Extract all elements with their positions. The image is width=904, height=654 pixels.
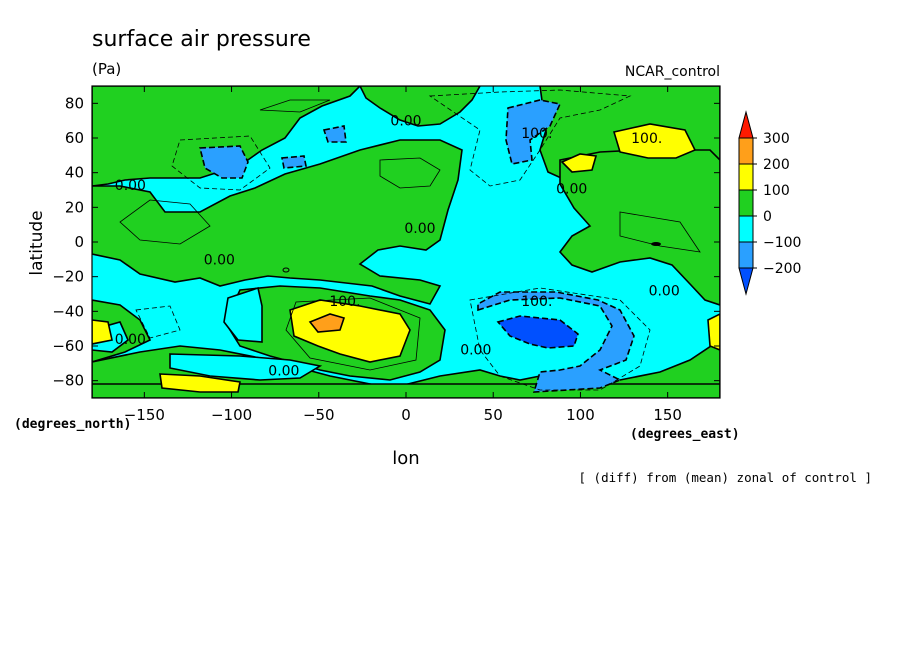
contour-label: 0.00 <box>649 284 680 300</box>
pocket-south-polar <box>169 353 323 381</box>
x-tick-label: −100 <box>211 406 252 424</box>
y-tick-label: 40 <box>65 164 84 182</box>
y-tick-label: −60 <box>52 337 84 355</box>
x-tick-label: −150 <box>124 406 165 424</box>
high-east-edge <box>707 313 720 351</box>
contour-label: 100. <box>521 126 552 142</box>
contour-label: 0.00 <box>556 181 587 197</box>
y-tick-label: 60 <box>65 129 84 147</box>
colorbar: 300 200 100 0 −100 −200 <box>738 110 801 296</box>
contour-label: 100. <box>521 294 552 310</box>
contour-label: 0.00 <box>404 221 435 237</box>
units-label: (Pa) <box>92 60 121 78</box>
minor-contours <box>119 99 701 371</box>
y-tick-label: 20 <box>65 198 84 216</box>
y-tick-label: −20 <box>52 268 84 286</box>
low-north-atlantic <box>198 145 249 179</box>
colorbar-box <box>738 215 754 243</box>
y-axis: 80 60 40 20 0 −20 −40 −60 −80 <box>52 94 720 390</box>
y-unit-label: (degrees_north) <box>14 417 131 432</box>
colorbar-label: 300 <box>763 131 790 147</box>
colorbar-label: −100 <box>763 235 801 251</box>
caption: [ (diff) from (mean) zonal of control ] <box>579 470 873 485</box>
contour-label: 100. <box>631 131 662 147</box>
region-central <box>92 139 463 305</box>
low-north-pacific <box>505 99 562 165</box>
y-axis-label: latitude <box>27 210 47 275</box>
plot-area <box>92 86 720 398</box>
low-indian-ocean <box>477 291 635 393</box>
colorbar-box <box>738 163 754 191</box>
point-contour-west <box>282 267 290 273</box>
colorbar-box <box>738 189 754 217</box>
colorbar-box <box>738 241 754 269</box>
contour-label: 0.00 <box>268 363 299 379</box>
contour-label: 0.00 <box>204 252 235 268</box>
y-tick-label: −80 <box>52 372 84 390</box>
x-tick-label: 150 <box>653 406 682 424</box>
x-tick-label: 0 <box>401 406 411 424</box>
x-tick-label: 50 <box>484 406 503 424</box>
colorbar-label: 0 <box>763 209 772 225</box>
colorbar-label: −200 <box>763 261 801 277</box>
contour-label: 100. <box>329 294 360 310</box>
minor-negative-contours <box>135 89 651 391</box>
high-siberia <box>560 153 598 173</box>
colorbar-label: 100 <box>763 183 790 199</box>
colorbar-label: 200 <box>763 157 790 173</box>
pocket-south-atlantic <box>223 286 263 343</box>
high-regions <box>92 123 720 393</box>
chart-title: surface air pressure <box>92 27 311 52</box>
very-low-indian-ocean <box>496 315 579 349</box>
y-tick-label: 0 <box>74 233 84 251</box>
x-axis-label: lon <box>392 448 419 469</box>
negative-pockets <box>92 286 323 381</box>
high-west-edge <box>92 319 113 345</box>
source-label: NCAR_control <box>625 64 720 80</box>
colorbar-box <box>738 137 754 165</box>
y-tick-label: −40 <box>52 302 84 320</box>
contour-label: 0.00 <box>115 178 146 194</box>
region-top-center <box>359 86 481 127</box>
point-contour-east <box>651 242 661 246</box>
contour-label: 0.00 <box>390 114 421 130</box>
very-high-south-atlantic <box>308 313 346 333</box>
x-unit-label: (degrees_east) <box>630 427 740 442</box>
high-south-atlantic <box>289 299 411 363</box>
high-antarctic <box>159 373 241 393</box>
y-tick-label: 80 <box>65 94 84 112</box>
low-small-1 <box>322 125 347 143</box>
contour-labels: 0.00 100. 100. 0.00 0.00 0.00 0.00 0.00 100. 100.… <box>115 114 680 380</box>
colorbar-top-extension <box>738 110 754 139</box>
x-axis: −150 −100 −50 0 50 100 150 <box>124 86 682 424</box>
high-north-pacific <box>612 123 697 159</box>
x-tick-label: 100 <box>566 406 595 424</box>
contour-label: 0.00 <box>115 332 146 348</box>
low-small-2 <box>281 155 307 169</box>
colorbar-bottom-extension <box>738 267 754 296</box>
x-tick-label: −50 <box>303 406 335 424</box>
low-regions <box>198 99 635 393</box>
contour-label: 0.00 <box>460 342 491 358</box>
